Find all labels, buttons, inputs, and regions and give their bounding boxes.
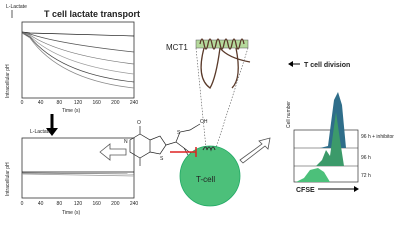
x-tick-label: 200 [111,201,120,207]
title: T cell lactate transport [44,9,140,19]
traces [21,171,135,177]
membrane [195,39,249,49]
x-ticks: 0 40 80 120 160 200 240 [21,201,139,207]
x-tick-label: 120 [74,201,83,207]
arrowhead [46,128,58,136]
x-tick-label: 120 [74,100,83,106]
x-tick-label: 80 [57,201,63,207]
cell [179,145,241,207]
x-tick-label: 240 [130,201,139,207]
transporter [199,38,251,89]
plot-frame [21,137,135,199]
traces [21,31,135,89]
histogram: T cell division Cell number 96 h + inhib… [286,61,394,194]
x-tick-label: 40 [38,201,44,207]
cell-label: T-cell [196,175,215,184]
membrane-label: MCT1 [166,43,188,52]
peak [296,168,330,182]
x-tick-label: 0 [21,201,24,207]
peak [320,92,346,148]
x-tick-label: 0 [21,100,24,106]
atom: N [124,139,128,145]
y-label: Cell number [286,101,292,128]
x-tick-label: 160 [92,201,101,207]
title: T cell division [304,62,350,69]
y-label: Intracellular pH [5,162,11,196]
x-tick-label: 40 [38,100,44,106]
x-label: Time (s) [62,108,80,114]
open-arrow [99,143,127,161]
atom: S [177,130,181,136]
open-arrow [239,137,271,164]
guide [215,47,249,149]
x-label: CFSE [296,187,315,194]
bottom-chart: L-Lactate Intracellular pH 0 40 80 120 160 20… [5,129,138,216]
stimulus: L-Lactate [6,4,27,10]
x-tick-label: 80 [57,100,63,106]
stimulus: L-Lactate [30,129,51,135]
atom: S [160,156,164,162]
arrowhead [288,61,293,67]
atom: O [137,120,141,126]
row-label: 96 h + inhibitor [361,134,394,140]
peak [316,112,344,166]
plot-frame [21,21,135,99]
x-tick-label: 200 [111,100,120,106]
x-tick-label: 160 [92,100,101,106]
atom: OH [200,119,208,125]
arrowhead [354,186,359,192]
mct1-on-cell [202,146,216,152]
x-ticks: 0 40 80 120 160 200 240 [21,100,139,106]
row-label: 96 h [361,155,371,161]
row-label: 72 h [361,173,371,179]
x-tick-label: 240 [130,100,139,106]
top-chart: L-Lactate T cell lactate transport Intra… [5,4,140,114]
x-label: Time (s) [62,210,80,216]
y-label: Intracellular pH [5,64,11,98]
graphical-abstract: L-Lactate T cell lactate transport Intra… [5,4,394,216]
